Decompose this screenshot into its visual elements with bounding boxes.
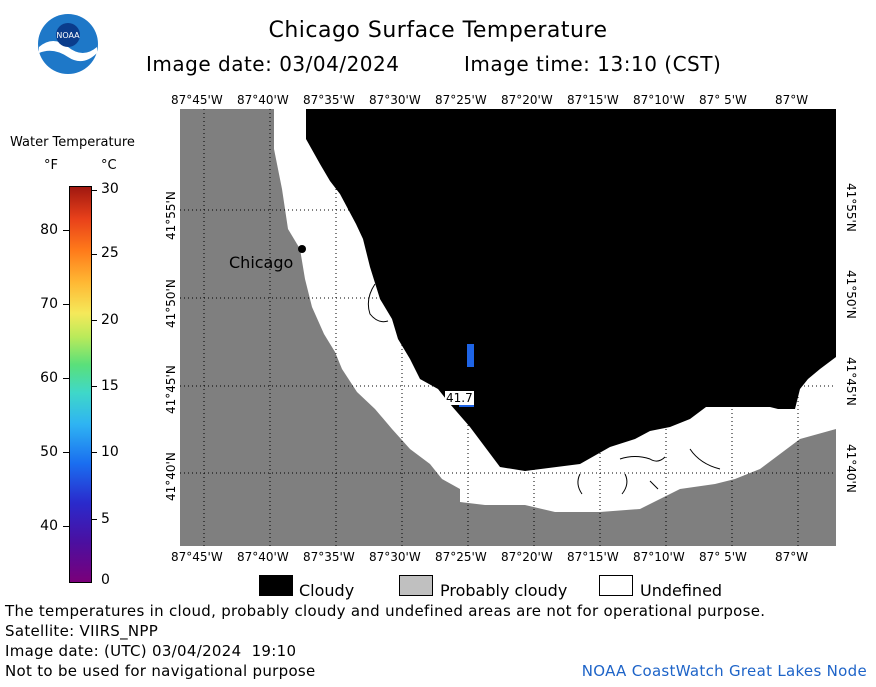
legend-undefined-label: Undefined [640, 581, 723, 600]
c-tick: 10 [101, 444, 119, 460]
lon-label-top: 87°40'W [237, 93, 289, 107]
lon-label-bottom: 87°35'W [303, 550, 355, 564]
legend-cloudy-label: Cloudy [299, 581, 355, 600]
c-tick: 25 [101, 245, 119, 261]
lon-label-top: 87°15'W [567, 93, 619, 107]
disclaimer-note: The temperatures in cloud, probably clou… [5, 602, 766, 620]
c-tick-mark [91, 386, 97, 387]
image-time: Image time: 13:10 (CST) [464, 52, 722, 76]
graticule [180, 109, 836, 546]
lon-label-top: 87°35'W [303, 93, 355, 107]
c-tick: 0 [101, 572, 110, 588]
nav-warning: Not to be used for navigational purpose [5, 662, 316, 680]
lat-label-left: 41°50'N [164, 279, 178, 328]
water-sample [467, 344, 474, 367]
noaa-logo: NOAA [37, 13, 99, 75]
colorbar-title: Water Temperature [10, 135, 135, 150]
c-tick-mark [91, 254, 97, 255]
unit-fahrenheit: °F [44, 158, 58, 173]
lon-label-bottom: 87°10'W [633, 550, 685, 564]
lon-label-top: 87°W [775, 93, 809, 107]
lon-label-top: 87°45'W [171, 93, 223, 107]
legend-probably-cloudy-swatch [399, 575, 433, 596]
c-tick-mark [91, 190, 97, 191]
lon-label-bottom: 87°25'W [435, 550, 487, 564]
c-tick-mark [91, 320, 97, 321]
lat-label-left: 41°45'N [164, 365, 178, 414]
city-label: Chicago [229, 253, 294, 272]
cloudy-area [306, 109, 836, 471]
lon-label-bottom: 87°40'W [237, 550, 289, 564]
temperature-map: Chicago 41.7 [180, 109, 836, 546]
lat-label-right: 41°55'N [844, 183, 858, 232]
f-tick: 70 [40, 296, 58, 312]
lon-label-top: 87°20'W [501, 93, 553, 107]
f-tick: 40 [40, 518, 58, 534]
legend-probably-cloudy-label: Probably cloudy [440, 581, 568, 600]
lat-label-left: 41°40'N [164, 452, 178, 501]
f-tick-mark [63, 230, 69, 231]
logo-text: NOAA [56, 31, 80, 40]
lat-label-left: 41°55'N [164, 191, 178, 240]
c-tick-mark [91, 519, 97, 520]
unit-celsius: °C [101, 158, 117, 173]
lon-label-top: 87°30'W [369, 93, 421, 107]
f-tick-mark [63, 304, 69, 305]
f-tick-mark [63, 526, 69, 527]
lon-label-bottom: 87°W [775, 550, 809, 564]
c-tick: 15 [101, 378, 119, 394]
city-marker [298, 245, 306, 253]
credit-link[interactable]: NOAA CoastWatch Great Lakes Node [581, 662, 867, 680]
image-date: Image date: 03/04/2024 [146, 52, 400, 76]
c-tick: 30 [101, 181, 119, 197]
lon-label-top: 87°25'W [435, 93, 487, 107]
c-tick-mark [91, 452, 97, 453]
f-tick: 80 [40, 222, 58, 238]
contour-lines [367, 283, 721, 495]
c-tick: 5 [101, 511, 110, 527]
lon-label-top: 87°10'W [633, 93, 685, 107]
satellite-info: Satellite: VIIRS_NPP [5, 622, 159, 640]
f-tick-mark [63, 452, 69, 453]
f-tick-mark [63, 378, 69, 379]
legend-cloudy-swatch [259, 575, 293, 596]
lon-label-bottom: 87°15'W [567, 550, 619, 564]
lat-label-right: 41°40'N [844, 444, 858, 493]
utc-date: Image date: (UTC) 03/04/2024 19:10 [5, 642, 297, 660]
f-tick: 50 [40, 444, 58, 460]
sample-value-label: 41.7 [445, 391, 474, 405]
lon-label-top: 87° 5'W [699, 93, 747, 107]
temperature-colorbar [69, 186, 92, 583]
lat-label-right: 41°50'N [844, 270, 858, 319]
lon-label-bottom: 87°30'W [369, 550, 421, 564]
f-tick: 60 [40, 370, 58, 386]
map-svg [180, 109, 836, 546]
lat-label-right: 41°45'N [844, 357, 858, 406]
lon-label-bottom: 87° 5'W [699, 550, 747, 564]
page-title: Chicago Surface Temperature [268, 18, 608, 43]
lon-label-bottom: 87°45'W [171, 550, 223, 564]
legend-undefined-swatch [599, 575, 633, 596]
c-tick: 20 [101, 312, 119, 328]
lon-label-bottom: 87°20'W [501, 550, 553, 564]
